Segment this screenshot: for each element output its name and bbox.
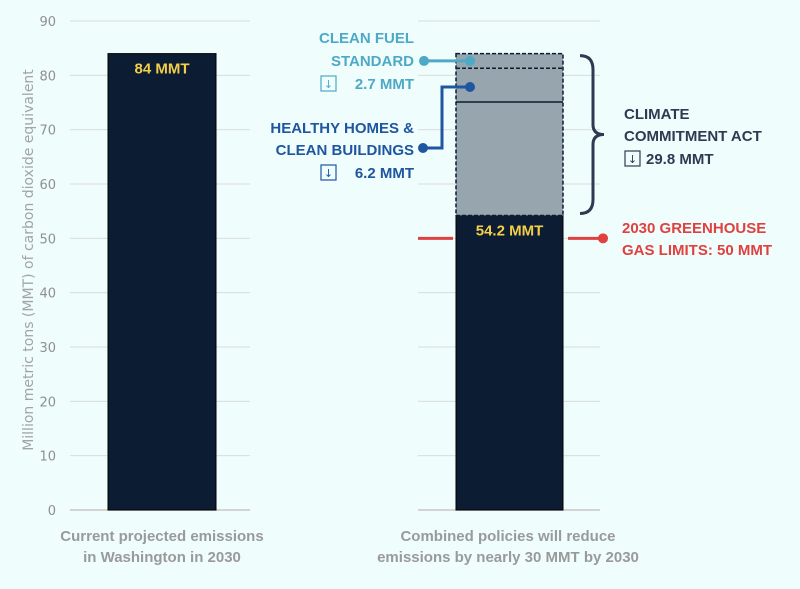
- clean-fuel-dot: [419, 55, 429, 66]
- bar-combined: [455, 215, 564, 511]
- bars: 84 MMT 54.2 MMT: [107, 52, 564, 511]
- y-tick-label: 10: [39, 450, 56, 465]
- healthy-homes-connector: [423, 85, 470, 150]
- category-label: Current projected emissions: [60, 528, 263, 545]
- bar-value-label: 54.2 MMT: [476, 223, 544, 240]
- limit-dot: [598, 233, 608, 244]
- y-tick-label: 50: [39, 232, 56, 247]
- down-arrow-glyph: ↓: [324, 78, 333, 91]
- healthy-homes-dot: [465, 82, 475, 92]
- down-arrow-glyph: ↓: [628, 153, 637, 166]
- down-arrow-icon: [320, 164, 337, 181]
- annotations: CLEAN FUEL STANDARD ↓ 2.7 MMT HEALTHY HOMES …: [270, 30, 772, 259]
- bar-current: [107, 53, 217, 511]
- clean-fuel-label: STANDARD: [331, 53, 414, 70]
- clean-fuel-amount: 2.7 MMT: [355, 76, 414, 93]
- reduction-segment: [456, 101, 563, 216]
- y-tick-label: 20: [39, 395, 56, 410]
- y-axis-ticks: 0 10 20 30 40 50 60 70 80 90: [39, 15, 56, 519]
- clean-fuel-dot: [465, 55, 475, 66]
- y-tick-label: 70: [39, 124, 56, 139]
- category-label: emissions by nearly 30 MMT by 2030: [377, 549, 639, 566]
- category-label: Combined policies will reduce: [400, 528, 615, 545]
- reduction-outline: [455, 52, 564, 217]
- clean-fuel-label: CLEAN FUEL: [319, 30, 414, 47]
- y-tick-label: 0: [48, 504, 56, 519]
- healthy-homes-dot: [418, 143, 428, 153]
- healthy-homes-label: CLEAN BUILDINGS: [276, 142, 414, 159]
- limit-label: 2030 GREENHOUSE: [622, 220, 766, 237]
- cca-amount: 29.8 MMT: [646, 151, 714, 168]
- y-tick-label: 80: [39, 69, 56, 84]
- category-labels: Current projected emissions in Washington…: [60, 528, 639, 566]
- cca-label: CLIMATE: [624, 106, 690, 123]
- y-tick-label: 60: [39, 178, 56, 193]
- down-arrow-icon: [320, 75, 337, 92]
- down-arrow-icon: [624, 150, 641, 167]
- category-label: in Washington in 2030: [83, 549, 241, 566]
- y-tick-label: 90: [39, 15, 56, 30]
- bar-value-label: 84 MMT: [134, 61, 189, 78]
- cca-brace: [579, 54, 605, 216]
- y-tick-label: 40: [39, 287, 56, 302]
- healthy-homes-label: HEALTHY HOMES &: [270, 120, 414, 137]
- down-arrow-glyph: ↓: [324, 167, 333, 180]
- y-tick-label: 30: [39, 341, 56, 356]
- cca-label: COMMITMENT ACT: [624, 128, 762, 145]
- y-axis-label: Million metric tons (MMT) of carbon diox…: [21, 69, 37, 451]
- reduction-segment: [456, 53, 563, 69]
- limit-label: GAS LIMITS: 50 MMT: [622, 242, 772, 259]
- healthy-homes-amount: 6.2 MMT: [355, 165, 414, 182]
